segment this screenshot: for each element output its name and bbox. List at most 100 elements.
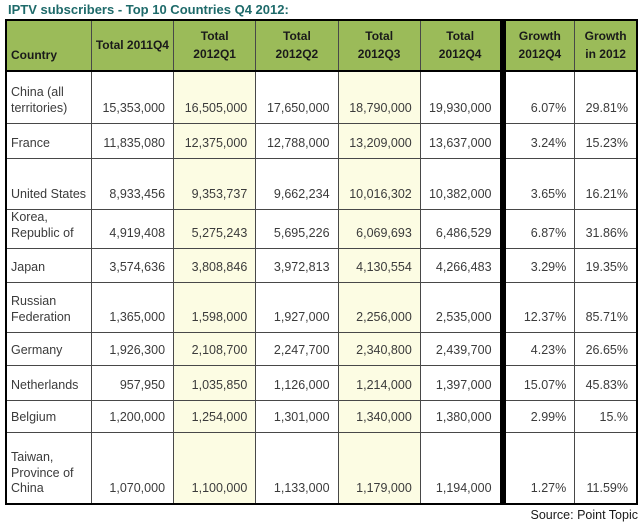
table-row: United States 8,933,456 9,353,737 9,662,234… [5, 157, 638, 210]
subscriber-value-cell: 1,179,000 [337, 431, 421, 505]
growth-cell: 1.27% [499, 431, 576, 505]
subscriber-value-cell: 1,035,850 [173, 364, 257, 401]
subscriber-value-cell: 2,439,700 [419, 331, 504, 366]
subscriber-value-cell: 9,662,234 [255, 157, 339, 210]
subscriber-value-cell: 1,200,000 [90, 399, 175, 433]
subscriber-value-cell: 16,505,000 [173, 70, 257, 124]
subscriber-value-cell: 2,247,700 [255, 331, 339, 366]
table-row: France 11,835,080 12,375,000 12,788,000 13,2… [5, 122, 638, 159]
table-row: China (all territories) 15,353,000 16,505,… [5, 70, 638, 124]
subscriber-value-cell: 5,275,243 [173, 208, 257, 249]
subscriber-value-cell: 3,574,636 [90, 247, 175, 283]
subscriber-value-cell: 2,108,700 [173, 331, 257, 366]
country-cell: Taiwan, Province of China [5, 431, 92, 505]
subscriber-value-cell: 1,100,000 [173, 431, 257, 505]
subscriber-value-cell: 4,919,408 [90, 208, 175, 249]
growth-cell: 3.29% [499, 247, 576, 283]
growth-cell: 31.86% [574, 208, 638, 249]
table-row: Japan 3,574,636 3,808,846 3,972,813 4,130,55… [5, 247, 638, 283]
table-row: Netherlands 957,950 1,035,850 1,126,000 1,21… [5, 364, 638, 401]
header-row: Country Total 2011Q4 Total 2012Q1 Total 201… [5, 19, 638, 72]
subscriber-value-cell: 13,637,000 [419, 122, 504, 159]
subscriber-value-cell: 19,930,000 [419, 70, 504, 124]
country-cell: United States [5, 157, 92, 210]
table-body: China (all territories) 15,353,000 16,505,… [5, 70, 638, 505]
growth-cell: 2.99% [499, 399, 576, 433]
growth-cell: 6.07% [499, 70, 576, 124]
subscriber-value-cell: 3,972,813 [255, 247, 339, 283]
growth-cell: 3.65% [499, 157, 576, 210]
country-cell: Netherlands [5, 364, 92, 401]
subscriber-value-cell: 2,340,800 [337, 331, 421, 366]
subscriber-value-cell: 1,194,000 [419, 431, 504, 505]
subscriber-value-cell: 1,254,000 [173, 399, 257, 433]
subscriber-value-cell: 4,130,554 [337, 247, 421, 283]
growth-cell: 16.21% [574, 157, 638, 210]
growth-cell: 15.23% [574, 122, 638, 159]
subscriber-value-cell: 1,214,000 [337, 364, 421, 401]
growth-cell: 85.71% [574, 281, 638, 333]
subscriber-value-cell: 1,598,000 [173, 281, 257, 333]
table-row: Russian Federation 1,365,000 1,598,000 1,92… [5, 281, 638, 333]
subscriber-value-cell: 12,375,000 [173, 122, 257, 159]
subscriber-value-cell: 2,535,000 [419, 281, 504, 333]
growth-cell: 15.07% [499, 364, 576, 401]
country-cell: Belgium [5, 399, 92, 433]
subscriber-value-cell: 1,927,000 [255, 281, 339, 333]
growth-cell: 6.87% [499, 208, 576, 249]
column-header: Total 2011Q4 [90, 19, 175, 72]
subscriber-value-cell: 1,365,000 [90, 281, 175, 333]
subscriber-value-cell: 1,340,000 [337, 399, 421, 433]
column-header: Total 2012Q4 [419, 19, 504, 72]
subscriber-value-cell: 1,126,000 [255, 364, 339, 401]
country-cell: France [5, 122, 92, 159]
subscriber-value-cell: 1,133,000 [255, 431, 339, 505]
table-row: Belgium 1,200,000 1,254,000 1,301,000 1,340,… [5, 399, 638, 433]
subscriber-value-cell: 13,209,000 [337, 122, 421, 159]
subscriber-value-cell: 17,650,000 [255, 70, 339, 124]
subscriber-value-cell: 1,397,000 [419, 364, 504, 401]
subscriber-value-cell: 15,353,000 [90, 70, 175, 124]
subscriber-value-cell: 6,486,529 [419, 208, 504, 249]
subscriber-value-cell: 1,301,000 [255, 399, 339, 433]
country-cell: Russian Federation [5, 281, 92, 333]
column-header: Total 2012Q1 [173, 19, 257, 72]
table-row: Taiwan, Province of China 1,070,000 1,100,… [5, 431, 638, 505]
subscriber-value-cell: 957,950 [90, 364, 175, 401]
column-header: Total 2012Q2 [255, 19, 339, 72]
column-header-country: Country [5, 19, 92, 72]
growth-cell: 11.59% [574, 431, 638, 505]
column-header: Growth in 2012 [574, 19, 638, 72]
subscriber-value-cell: 1,926,300 [90, 331, 175, 366]
country-cell: Korea, Republic of [5, 208, 92, 249]
subscriber-value-cell: 11,835,080 [90, 122, 175, 159]
country-cell: China (all territories) [5, 70, 92, 124]
growth-cell: 4.23% [499, 331, 576, 366]
iptv-subscribers-table: Country Total 2011Q4 Total 2012Q1 Total 201… [5, 19, 638, 505]
country-cell: Japan [5, 247, 92, 283]
subscriber-value-cell: 10,016,302 [337, 157, 421, 210]
subscriber-value-cell: 18,790,000 [337, 70, 421, 124]
page-title: IPTV subscribers - Top 10 Countries Q4 2… [8, 2, 289, 17]
column-header: Growth 2012Q4 [499, 19, 576, 72]
growth-cell: 15.% [574, 399, 638, 433]
growth-cell: 12.37% [499, 281, 576, 333]
growth-cell: 19.35% [574, 247, 638, 283]
growth-cell: 3.24% [499, 122, 576, 159]
growth-cell: 26.65% [574, 331, 638, 366]
subscriber-value-cell: 5,695,226 [255, 208, 339, 249]
table-row: Korea, Republic of 4,919,408 5,275,243 5,69… [5, 208, 638, 249]
table-row: Germany 1,926,300 2,108,700 2,247,700 2,340,… [5, 331, 638, 366]
subscriber-value-cell: 1,380,000 [419, 399, 504, 433]
subscriber-value-cell: 4,266,483 [419, 247, 504, 283]
subscriber-value-cell: 12,788,000 [255, 122, 339, 159]
growth-cell: 29.81% [574, 70, 638, 124]
subscriber-value-cell: 6,069,693 [337, 208, 421, 249]
subscriber-value-cell: 8,933,456 [90, 157, 175, 210]
subscriber-value-cell: 3,808,846 [173, 247, 257, 283]
table-header: Country Total 2011Q4 Total 2012Q1 Total 201… [5, 19, 638, 72]
column-header: Total 2012Q3 [337, 19, 421, 72]
country-cell: Germany [5, 331, 92, 366]
growth-cell: 45.83% [574, 364, 638, 401]
